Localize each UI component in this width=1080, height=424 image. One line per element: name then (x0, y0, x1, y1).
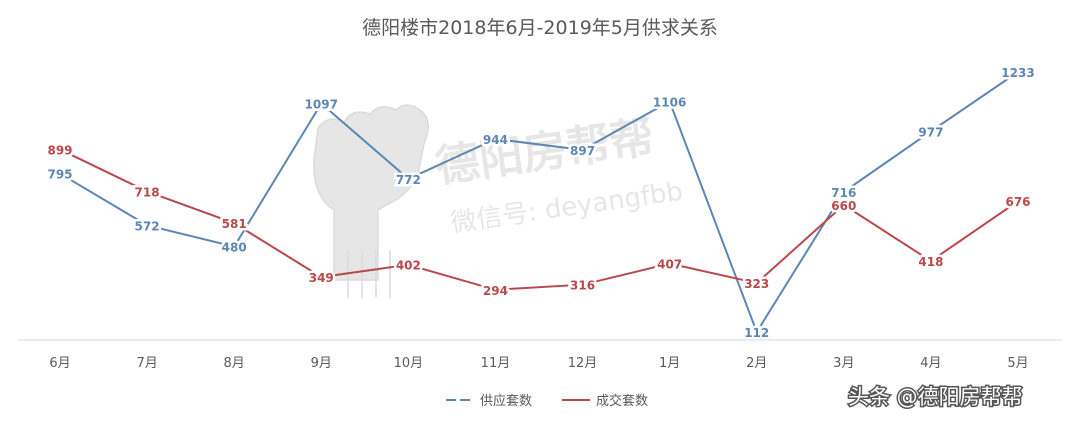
series-line-supply (59, 71, 1019, 335)
data-label-deals: 294 (483, 284, 508, 298)
data-label-supply: 795 (47, 168, 72, 182)
x-tick-label: 8月 (224, 356, 245, 371)
fist-logo-icon (313, 104, 429, 298)
x-tick-label: 7月 (136, 356, 157, 371)
x-tick-label: 9月 (311, 356, 332, 371)
legend-label-supply: 供应套数 (480, 393, 532, 409)
data-label-deals: 676 (1005, 195, 1030, 209)
data-label-supply: 897 (570, 144, 595, 158)
x-tick-label: 4月 (920, 356, 941, 371)
data-label-deals: 402 (396, 259, 421, 273)
x-tick-label: 12月 (568, 356, 598, 371)
data-label-supply: 1097 (305, 97, 338, 111)
data-label-supply: 977 (918, 125, 943, 139)
x-tick-label: 5月 (1007, 356, 1028, 371)
data-label-supply: 572 (135, 219, 160, 233)
x-tick-label: 3月 (833, 356, 854, 371)
data-label-supply: 716 (831, 186, 856, 200)
data-label-supply: 112 (744, 326, 769, 340)
credit-badge: 头条 @德阳房帮帮 (847, 384, 1025, 411)
data-label-supply: 1106 (653, 95, 686, 109)
data-label-deals: 581 (222, 217, 247, 231)
data-label-deals: 660 (831, 199, 856, 213)
credit-text: 头条 @德阳房帮帮 (848, 385, 1023, 409)
data-label-deals: 718 (135, 185, 160, 199)
legend: 供应套数 成交套数 (446, 393, 648, 409)
legend-label-deals: 成交套数 (596, 393, 648, 409)
x-tick-label: 2月 (746, 356, 767, 371)
chart-title: 德阳楼市2018年6月-2019年5月供求关系 (362, 17, 718, 39)
x-tick-label: 10月 (394, 356, 424, 371)
data-labels: 795 572 480 1097 772 944 897 1106 112 716 977 1233 8… (45, 63, 1037, 342)
data-label-deals: 407 (657, 258, 682, 272)
data-label-deals: 418 (918, 255, 943, 269)
series-lines (59, 71, 1019, 335)
data-label-deals: 899 (47, 143, 72, 157)
x-tick-labels: 6月 7月 8月 9月 10月 11月 12月 1月 2月 3月 4月 5月 (49, 356, 1028, 371)
data-label-supply: 1233 (1001, 66, 1034, 80)
data-label-deals: 316 (570, 279, 595, 293)
series-line-deals (59, 148, 1019, 291)
data-label-deals: 349 (309, 271, 334, 285)
data-label-supply: 480 (222, 241, 247, 255)
data-label-deals: 323 (744, 277, 769, 291)
x-tick-label: 1月 (659, 356, 680, 371)
data-label-supply: 944 (483, 133, 508, 147)
x-tick-label: 6月 (49, 356, 70, 371)
data-label-supply: 772 (396, 173, 421, 187)
x-tick-label: 11月 (481, 356, 511, 371)
